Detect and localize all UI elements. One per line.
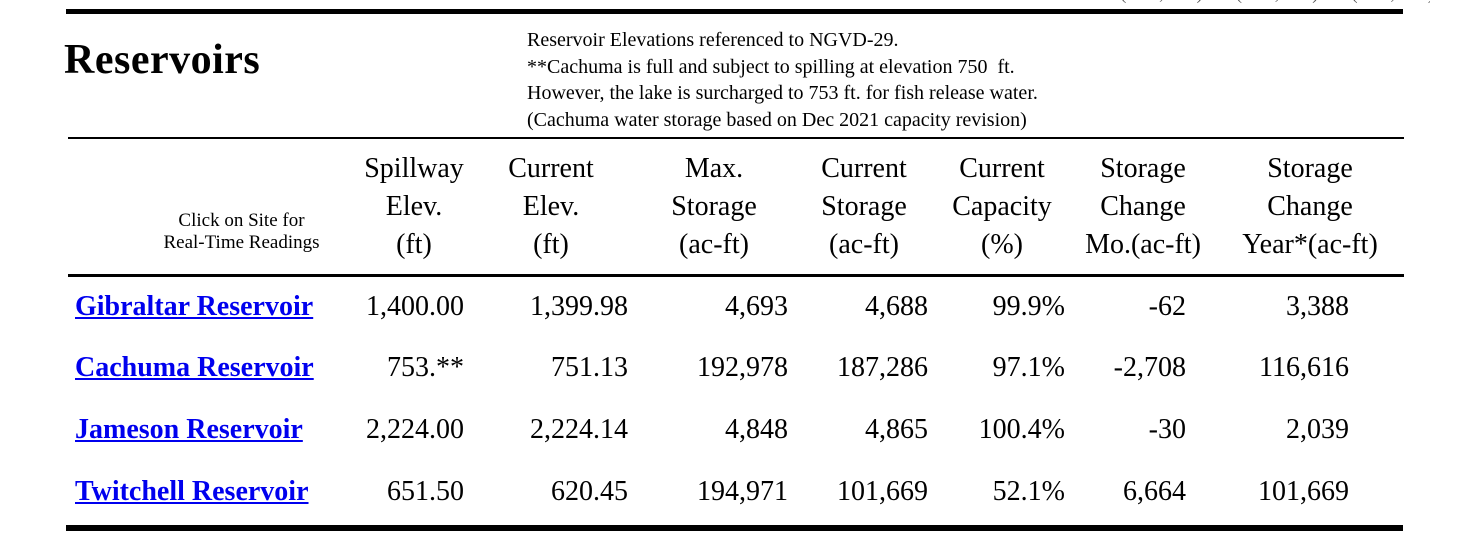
reservoir-link-cachuma[interactable]: Cachuma Reservoir: [75, 352, 314, 383]
cell-current-capacity: 99.9%: [992, 290, 1065, 322]
table-header-row: Click on Site for Real-Time Readings Spi…: [68, 138, 1404, 277]
cell-current-storage: 101,669: [837, 476, 928, 507]
reservoir-link-twitchell[interactable]: Twitchell Reservoir: [75, 476, 309, 507]
cell-current-capacity: 97.1%: [992, 352, 1065, 383]
cell-max-storage: 4,848: [725, 414, 788, 445]
cell-spillway-elev: 753.**: [387, 352, 464, 383]
page-title: Reservoirs: [64, 37, 261, 83]
site-cell: Twitchell Reservoir: [68, 461, 360, 523]
site-cell: Gibraltar Reservoir: [68, 275, 360, 337]
cell-storage-change-year: 101,669: [1258, 476, 1349, 507]
cell-max-storage: 4,693: [725, 290, 788, 322]
note-line: (Cachuma water storage based on Dec 2021…: [527, 108, 1027, 131]
header-max-storage: Max. Storage (ac-ft): [634, 138, 794, 277]
cell-current-capacity: 52.1%: [992, 476, 1065, 507]
cell-spillway-elev: 1,400.00: [366, 290, 464, 322]
header-storage-change-year: Storage Change Year*(ac-ft): [1216, 138, 1404, 277]
cell-current-elev: 620.45: [551, 476, 628, 507]
cell-spillway-elev: 2,224.00: [366, 414, 464, 445]
cell-max-storage: 194,971: [697, 476, 788, 507]
cell-current-elev: 2,224.14: [530, 414, 628, 445]
cell-current-capacity: 100.4%: [978, 414, 1065, 445]
table-row-twitchell: Twitchell Reservoir 651.50 620.45 194,97…: [68, 461, 1404, 523]
table-row-gibraltar: Gibraltar Reservoir 1,400.00 1,399.98 4,…: [68, 275, 1404, 337]
cell-current-storage: 4,865: [865, 414, 928, 445]
cell-storage-change-year: 3,388: [1286, 290, 1349, 322]
top-rule: [66, 9, 1403, 14]
header-current-storage: Current Storage (ac-ft): [794, 138, 934, 277]
cell-max-storage: 192,978: [697, 352, 788, 383]
table-row-cachuma: Cachuma Reservoir 753.** 751.13 192,978 …: [68, 337, 1404, 399]
header-storage-change-month: Storage Change Mo.(ac-ft): [1070, 138, 1216, 277]
note-line: However, the lake is surcharged to 753 f…: [527, 82, 1038, 104]
reservoir-link-jameson[interactable]: Jameson Reservoir: [75, 414, 303, 445]
cell-current-storage: 4,688: [865, 290, 928, 322]
reservoir-notes: Reservoir Elevations referenced to NGVD-…: [527, 27, 1038, 133]
cell-current-elev: 1,399.98: [530, 290, 628, 322]
header-spillway-elev: Spillway Elev. (ft): [360, 138, 468, 277]
note-line: **Cachuma is full and subject to spillin…: [527, 55, 1015, 78]
reservoir-link-gibraltar[interactable]: Gibraltar Reservoir: [75, 290, 314, 322]
cell-storage-change-month: 6,664: [1123, 476, 1186, 507]
cell-spillway-elev: 651.50: [387, 476, 464, 507]
site-cell: Jameson Reservoir: [68, 399, 360, 461]
clipped-text-artifact: ( , ) ( , ) ( , ): [1120, 0, 1430, 5]
cell-storage-change-month: -30: [1148, 414, 1186, 445]
cell-storage-change-year: 2,039: [1286, 414, 1349, 445]
reservoirs-table: Click on Site for Real-Time Readings Spi…: [68, 137, 1404, 523]
cell-storage-change-year: 116,616: [1259, 352, 1349, 383]
table-row-jameson: Jameson Reservoir 2,224.00 2,224.14 4,84…: [68, 399, 1404, 461]
header-current-elev: Current Elev. (ft): [468, 138, 634, 277]
header-site: Click on Site for Real-Time Readings: [68, 138, 360, 277]
note-line: Reservoir Elevations referenced to NGVD-…: [527, 29, 899, 51]
cell-current-elev: 751.13: [551, 352, 628, 383]
header-current-capacity: Current Capacity (%): [934, 138, 1070, 277]
cell-storage-change-month: -2,708: [1113, 352, 1186, 383]
site-cell: Cachuma Reservoir: [68, 337, 360, 399]
cell-storage-change-month: -62: [1148, 290, 1186, 322]
cell-current-storage: 187,286: [837, 352, 928, 383]
bottom-rule: [66, 525, 1403, 531]
